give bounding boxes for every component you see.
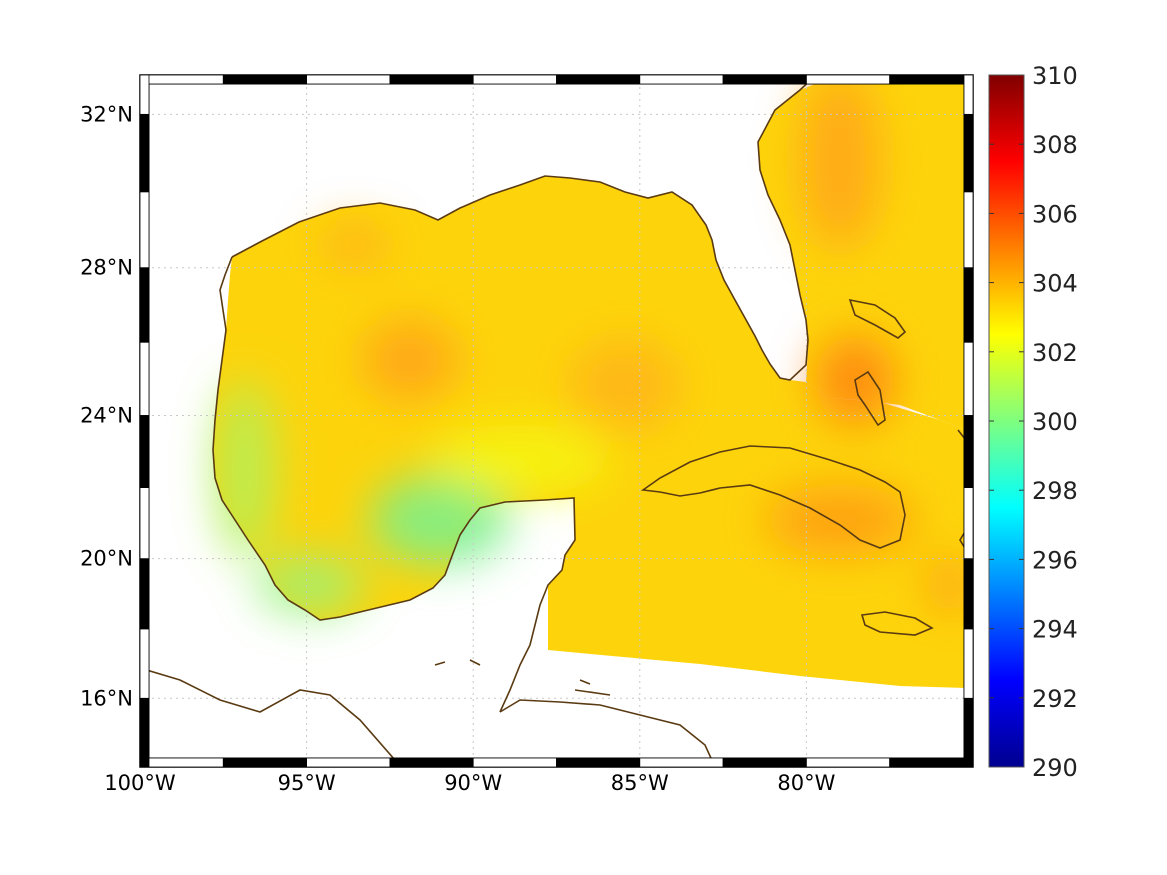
cool-spot-campeche [370, 475, 510, 565]
yucatan-islands [434, 659, 611, 696]
lat-label: 24°N [80, 403, 133, 427]
colorbar-label: 306 [1032, 200, 1078, 228]
lon-label: 95°W [278, 771, 336, 795]
colorbar-label: 294 [1032, 616, 1078, 644]
coast-central-america [140, 667, 421, 767]
frame-left-seg [139, 74, 150, 115]
frame-right-seg [963, 113, 974, 193]
colorbar-border [988, 74, 1025, 768]
frame-bottom-seg [306, 757, 391, 768]
warm-spot-central-gulf [362, 320, 458, 400]
frame-right-seg [963, 341, 974, 416]
latitude-labels: 16°N 20°N 24°N 28°N 32°N [80, 102, 133, 710]
colorbar-label: 302 [1032, 339, 1078, 367]
coastlines [140, 75, 973, 767]
lon-label: 90°W [444, 771, 502, 795]
colorbar-label: 300 [1032, 408, 1078, 436]
frame-right-seg [963, 191, 974, 269]
colorbar-label: 304 [1032, 270, 1078, 298]
gulf-water [213, 176, 966, 688]
frame-left-seg [139, 697, 150, 768]
lat-label: 28°N [80, 256, 133, 280]
frame-top-seg [806, 74, 891, 85]
frame-left-seg [139, 487, 150, 560]
colorbar-label: 290 [1032, 754, 1078, 782]
colorbar [989, 75, 1024, 767]
map-frame [139, 74, 974, 768]
jamaica [860, 611, 934, 636]
lat-label: 20°N [80, 547, 133, 571]
colorbar-label: 310 [1032, 62, 1078, 90]
frame-left-seg [139, 113, 150, 193]
colorbar-label: 308 [1032, 131, 1078, 159]
frame-left-seg [139, 191, 150, 269]
frame-right-seg [963, 628, 974, 699]
sst-anomalies [215, 75, 973, 615]
frame-top-seg [389, 74, 474, 85]
warm-spot-louisiana [320, 225, 390, 265]
frame-top-seg [222, 74, 308, 85]
lat-label: 32°N [80, 102, 133, 126]
warm-spot-cuba-south [765, 485, 915, 555]
coast-mexico-west [212, 256, 576, 713]
coast-mexico-texas-us [231, 75, 816, 381]
frame-top-seg [722, 74, 807, 85]
warm-spot-east-central [925, 555, 973, 615]
lon-label: 100°W [104, 771, 176, 795]
frame-bottom-seg [806, 757, 891, 768]
warm-spot-eastern-gulf [570, 340, 680, 430]
colorbar-label: 292 [1032, 685, 1078, 713]
bahamas-abaco [848, 298, 907, 339]
lat-label: 16°N [80, 686, 133, 710]
frame-left-seg [139, 341, 150, 416]
sst-field [213, 75, 973, 688]
colorbar-ticks: 310 308 306 304 302 300 298 296 294 292 290 [988, 62, 1078, 782]
frame-bottom-seg [139, 757, 224, 768]
frame-bottom-seg [889, 757, 974, 768]
frame-bottom-seg [722, 757, 807, 768]
graticule [140, 75, 973, 767]
frame-top-seg [556, 74, 641, 85]
yellow-mid-gulf [430, 425, 610, 495]
frame-top-seg [472, 74, 557, 85]
longitude-labels: 100°W 95°W 90°W 85°W 80°W [104, 771, 835, 795]
frame-left-seg [139, 415, 150, 488]
cool-spot-west-gulf [215, 380, 275, 560]
bahamas-andros [854, 370, 886, 427]
colorbar-label: 298 [1032, 477, 1078, 505]
frame-right-seg [963, 697, 974, 768]
frame-top-seg [306, 74, 391, 85]
frame-bottom-seg [222, 757, 308, 768]
frame-bottom-seg [389, 757, 474, 768]
cool-spot-mexico-coast [255, 555, 365, 615]
frame-left-seg [139, 267, 150, 343]
frame-right-seg [963, 415, 974, 488]
frame-top-seg [139, 74, 224, 85]
frame-bottom-seg [639, 757, 724, 768]
frame-top-seg [889, 74, 974, 85]
frame-bottom-seg [472, 757, 557, 768]
frame-right-seg [963, 558, 974, 630]
colorbar-label: 296 [1032, 546, 1078, 574]
frame-left-seg [139, 628, 150, 699]
lon-label: 85°W [611, 771, 669, 795]
frame-right-seg [963, 267, 974, 343]
coast-honduras [499, 699, 716, 767]
frame-top-seg [639, 74, 724, 85]
warm-spot-gulfstream [800, 75, 880, 250]
lon-label: 80°W [777, 771, 835, 795]
cuba [640, 445, 906, 549]
frame-bottom-seg [556, 757, 641, 768]
frame-left-seg [139, 558, 150, 630]
frame-right-seg [963, 487, 974, 560]
frame-right-seg [963, 74, 974, 115]
